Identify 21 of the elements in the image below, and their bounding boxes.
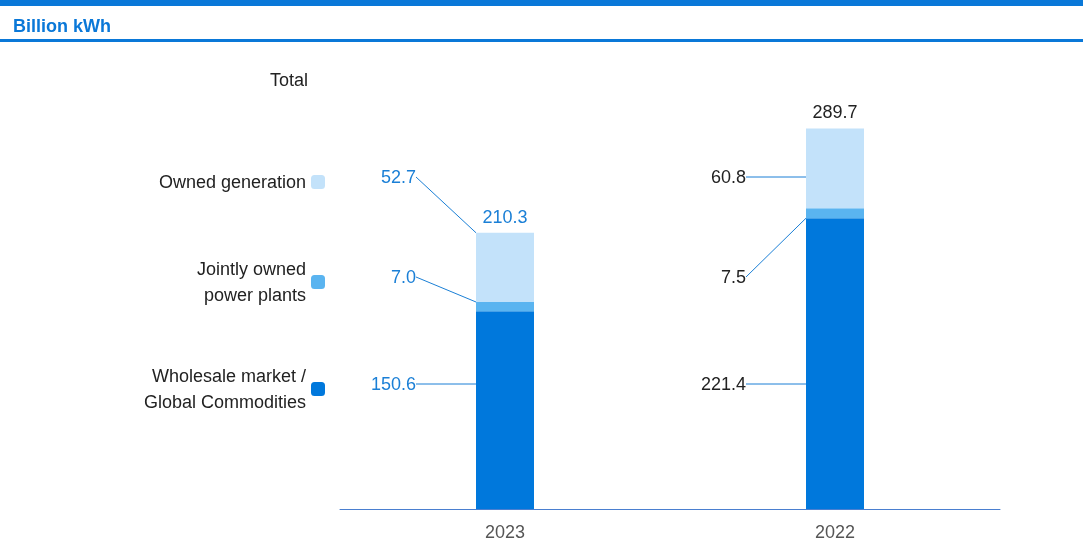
legend-label: Wholesale market / Global Commodities [143,366,306,412]
total-label: 289.7 [812,102,858,123]
x-tick-label: 2022 [814,522,856,541]
data-label: 7.5 [720,267,746,287]
bar [476,232,534,302]
bar [476,302,534,312]
bar [806,208,864,219]
bar [806,128,864,209]
text: Billion kWh [13,16,111,36]
data-label: 7.0 [390,267,416,287]
text: Total [269,70,308,90]
total-label: 210.3 [482,206,528,227]
legend-label: Owned generation [158,172,306,192]
data-label: 60.8 [710,167,746,187]
legend-label: Jointly owned power plants [196,259,306,305]
data-label: 52.7 [380,167,416,187]
data-label: 221.4 [700,374,746,394]
bar [806,218,864,509]
data-label: 150.6 [370,374,416,394]
bar [476,311,534,509]
x-tick-label: 2023 [484,522,526,541]
